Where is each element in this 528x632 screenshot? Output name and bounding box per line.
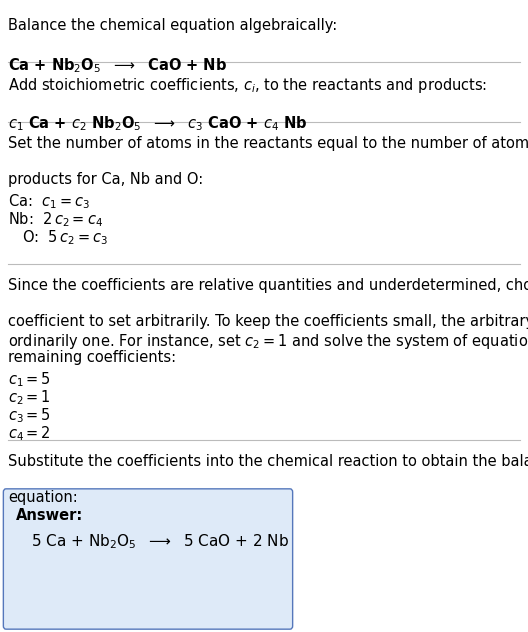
Text: Balance the chemical equation algebraically:: Balance the chemical equation algebraica… — [8, 18, 337, 33]
Text: Substitute the coefficients into the chemical reaction to obtain the balanced: Substitute the coefficients into the che… — [8, 454, 528, 469]
Text: $c_3 = 5$: $c_3 = 5$ — [8, 406, 51, 425]
Text: $c_1 = 5$: $c_1 = 5$ — [8, 370, 51, 389]
Text: Add stoichiometric coefficients, $c_i$, to the reactants and products:: Add stoichiometric coefficients, $c_i$, … — [8, 76, 487, 95]
Text: Ca:  $c_1 = c_3$: Ca: $c_1 = c_3$ — [8, 192, 90, 210]
Text: ordinarily one. For instance, set $c_2 = 1$ and solve the system of equations fo: ordinarily one. For instance, set $c_2 =… — [8, 332, 528, 351]
Text: $c_1$ Ca + $c_2$ Nb$_2$O$_5$  $\longrightarrow$  $c_3$ CaO + $c_4$ Nb: $c_1$ Ca + $c_2$ Nb$_2$O$_5$ $\longright… — [8, 114, 307, 133]
Text: Answer:: Answer: — [16, 508, 83, 523]
Text: Nb:  $2\,c_2 = c_4$: Nb: $2\,c_2 = c_4$ — [8, 210, 103, 229]
Text: O:  $5\,c_2 = c_3$: O: $5\,c_2 = c_3$ — [22, 228, 108, 246]
Text: products for Ca, Nb and O:: products for Ca, Nb and O: — [8, 172, 203, 187]
Text: equation:: equation: — [8, 490, 78, 505]
Text: Ca + Nb$_2$O$_5$  $\longrightarrow$  CaO + Nb: Ca + Nb$_2$O$_5$ $\longrightarrow$ CaO +… — [8, 56, 227, 75]
Text: 5 Ca + Nb$_2$O$_5$  $\longrightarrow$  5 CaO + 2 Nb: 5 Ca + Nb$_2$O$_5$ $\longrightarrow$ 5 C… — [31, 532, 289, 550]
Text: coefficient to set arbitrarily. To keep the coefficients small, the arbitrary va: coefficient to set arbitrarily. To keep … — [8, 314, 528, 329]
Text: remaining coefficients:: remaining coefficients: — [8, 350, 176, 365]
Text: $c_2 = 1$: $c_2 = 1$ — [8, 388, 51, 407]
Text: Since the coefficients are relative quantities and underdetermined, choose a: Since the coefficients are relative quan… — [8, 278, 528, 293]
Text: Set the number of atoms in the reactants equal to the number of atoms in the: Set the number of atoms in the reactants… — [8, 136, 528, 151]
FancyBboxPatch shape — [3, 489, 293, 629]
Text: $c_4 = 2$: $c_4 = 2$ — [8, 424, 51, 442]
